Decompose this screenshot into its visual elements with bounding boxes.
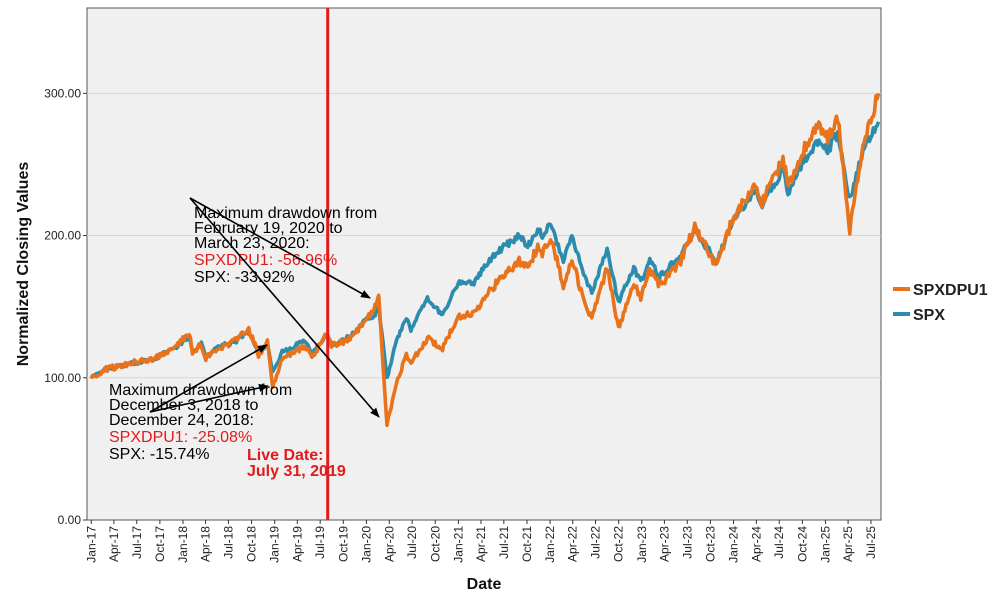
x-tick-label: Apr-20	[382, 526, 396, 562]
drawdown-2020-spx: SPX: -33.92%	[194, 269, 295, 286]
annotation-arrow	[149, 344, 268, 413]
series-lines	[89, 92, 881, 428]
legend-label-spx: SPX	[913, 307, 945, 324]
drawdown-2020-line: February 19, 2020 to	[194, 220, 343, 237]
x-tick-label: Oct-21	[520, 526, 534, 562]
x-tick-label: Apr-21	[474, 526, 488, 562]
x-tick-label: Apr-25	[841, 526, 855, 562]
x-tick-label: Jul-18	[221, 526, 235, 559]
drawdown-2018-line: December 3, 2018 to	[109, 397, 259, 414]
annotation-arrow	[189, 197, 371, 299]
y-tick-label: 300.00	[44, 86, 81, 100]
legend-label-spxdpu1: SPXDPU1	[913, 282, 988, 299]
x-tick-label: Jul-21	[497, 526, 511, 559]
x-tick-label: Jul-25	[864, 526, 878, 559]
x-tick-label: Apr-18	[199, 526, 213, 562]
x-tick-label: Oct-23	[703, 526, 717, 562]
drawdown-2020-line: March 23, 2020:	[194, 235, 310, 252]
x-tick-label: Oct-20	[428, 526, 442, 562]
x-axis-title: Date	[467, 576, 502, 593]
x-tick-label: Jul-17	[130, 526, 144, 559]
annotations: Live Date:July 31, 2019 Maximum drawdown …	[109, 8, 380, 520]
x-tick-label: Apr-19	[290, 526, 304, 562]
x-tick-label: Apr-17	[107, 526, 121, 562]
live-date-label: Live Date:	[247, 447, 323, 464]
x-tick-label: Jan-25	[818, 526, 832, 563]
x-tick-label: Jan-23	[635, 526, 649, 563]
y-axis-title: Normalized Closing Values	[15, 162, 32, 367]
x-tick-label: Oct-18	[245, 526, 259, 562]
grid-lines	[87, 92, 881, 379]
x-tick-label: Oct-17	[153, 526, 167, 562]
annotation-arrow	[149, 384, 269, 413]
x-tick-label: Jan-22	[543, 526, 557, 563]
annotation-arrow	[189, 197, 380, 418]
y-tick-label: 0.00	[58, 513, 82, 527]
drawdown-2018-spxdpu1: SPXDPU1: -25.08%	[109, 429, 252, 446]
x-tick-label: Jan-17	[84, 526, 98, 563]
x-tick-label: Jan-20	[359, 526, 373, 563]
x-tick-label: Oct-22	[612, 526, 626, 562]
x-tick-label: Oct-19	[336, 526, 350, 562]
x-axis: Jan-17 Apr-17 Jul-17 Oct-17 Jan-18 Apr-18 Jul-…	[84, 520, 878, 563]
x-tick-label: Jan-18	[176, 526, 190, 563]
x-tick-label: Jul-23	[680, 526, 694, 559]
x-tick-label: Apr-23	[657, 526, 671, 562]
drawdown-2018-line: Maximum drawdown from	[109, 382, 292, 399]
live-date-label: July 31, 2019	[247, 463, 346, 480]
drawdown-2018-spx: SPX: -15.74%	[109, 446, 210, 463]
y-axis: 0.00 100.00 200.00 300.00	[44, 86, 87, 527]
series-line-spxdpu1	[89, 92, 881, 428]
x-tick-label: Jan-24	[727, 526, 741, 563]
x-tick-label: Jan-19	[268, 526, 282, 563]
drawdown-2020-line: Maximum drawdown from	[194, 205, 377, 222]
y-tick-label: 200.00	[44, 229, 81, 243]
x-tick-label: Jan-21	[451, 526, 465, 563]
x-tick-label: Apr-22	[566, 526, 580, 562]
x-tick-label: Jul-22	[589, 526, 603, 559]
x-tick-label: Apr-24	[749, 526, 763, 562]
legend: SPXDPU1 SPX	[893, 282, 988, 324]
y-tick-label: 100.00	[44, 371, 81, 385]
x-tick-label: Jul-19	[313, 526, 327, 559]
x-tick-label: Jul-20	[405, 526, 419, 559]
drawdown-2018-line: December 24, 2018:	[109, 412, 254, 429]
drawdown-2020-spxdpu1: SPXDPU1: -56.96%	[194, 252, 337, 269]
x-tick-label: Jul-24	[772, 526, 786, 559]
x-tick-label: Oct-24	[795, 526, 809, 562]
